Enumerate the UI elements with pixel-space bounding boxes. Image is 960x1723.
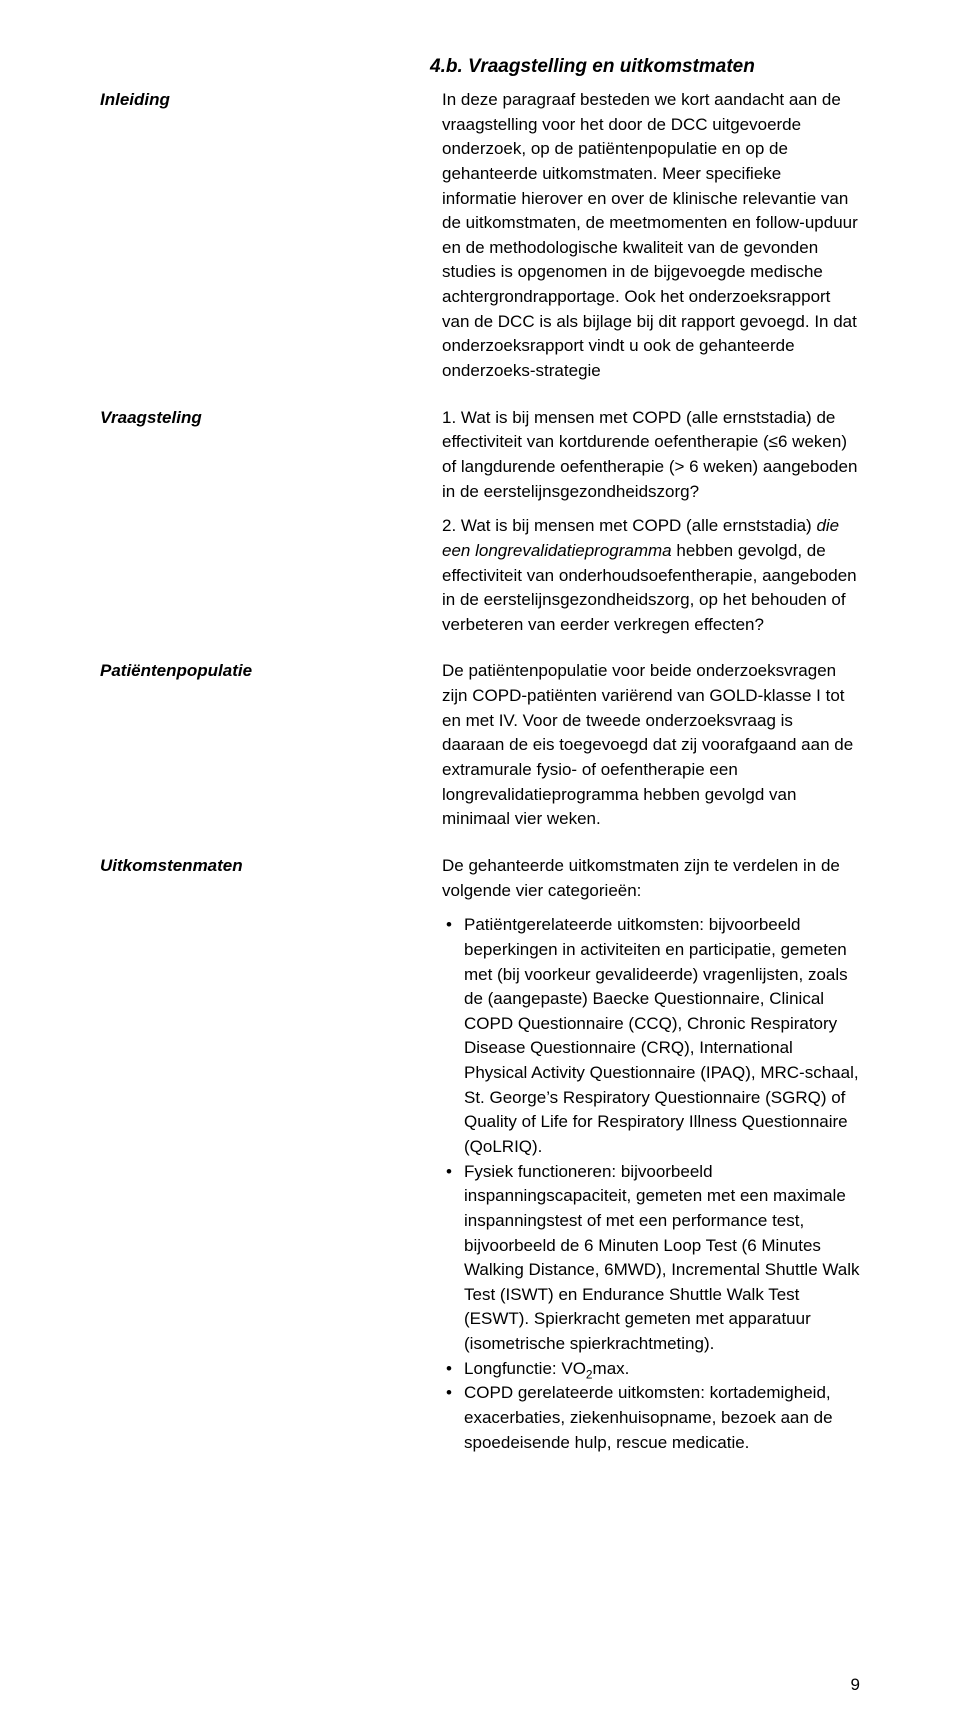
vraag-2: 2. Wat is bij mensen met COPD (alle erns…: [442, 514, 860, 637]
page-number: 9: [851, 1675, 860, 1695]
body-inleiding: In deze paragraaf besteden we kort aanda…: [442, 88, 860, 384]
uitkomst-bullet-list: Patiëntgerelateerde uitkomsten: bijvoorb…: [442, 913, 860, 1455]
bullet-item-1: Patiëntgerelateerde uitkomsten: bijvoorb…: [442, 913, 860, 1159]
body-vraagsteling: 1. Wat is bij mensen met COPD (alle erns…: [442, 406, 860, 638]
body-uitkomstenmaten: De gehanteerde uitkomstmaten zijn te ver…: [442, 854, 860, 1455]
bullet-item-2: Fysiek functioneren: bijvoorbeeld inspan…: [442, 1160, 860, 1357]
label-inleiding: Inleiding: [100, 88, 302, 113]
row-vraagsteling: Vraagsteling 1. Wat is bij mensen met CO…: [100, 406, 860, 638]
bullet3-b: max.: [593, 1359, 630, 1378]
bullet3-sub: 2: [586, 1367, 593, 1381]
vraag-1: 1. Wat is bij mensen met COPD (alle erns…: [442, 406, 860, 505]
bullet-item-3: Longfunctie: VO2max.: [442, 1357, 860, 1382]
document-page: 4.b. Vraagstelling en uitkomstmaten Inle…: [0, 0, 960, 1723]
row-inleiding: Inleiding In deze paragraaf besteden we …: [100, 88, 860, 384]
label-vraagsteling: Vraagsteling: [100, 406, 302, 431]
bullet3-a: Longfunctie: VO: [464, 1359, 586, 1378]
label-patientenpopulatie: Patiëntenpopulatie: [100, 659, 302, 684]
patienten-paragraph: De patiëntenpopulatie voor beide onderzo…: [442, 659, 860, 831]
uitkomst-intro: De gehanteerde uitkomstmaten zijn te ver…: [442, 854, 860, 903]
vraag2-part-a: 2. Wat is bij mensen met COPD (alle erns…: [442, 516, 816, 535]
label-uitkomstenmaten: Uitkomstenmaten: [100, 854, 302, 879]
body-patientenpopulatie: De patiëntenpopulatie voor beide onderzo…: [442, 659, 860, 831]
bullet-item-4: COPD gerelateerde uitkomsten: kortademig…: [442, 1381, 860, 1455]
row-uitkomstenmaten: Uitkomstenmaten De gehanteerde uitkomstm…: [100, 854, 860, 1455]
row-patientenpopulatie: Patiëntenpopulatie De patiëntenpopulatie…: [100, 659, 860, 831]
section-title: 4.b. Vraagstelling en uitkomstmaten: [430, 56, 860, 78]
inleiding-paragraph: In deze paragraaf besteden we kort aanda…: [442, 88, 860, 384]
